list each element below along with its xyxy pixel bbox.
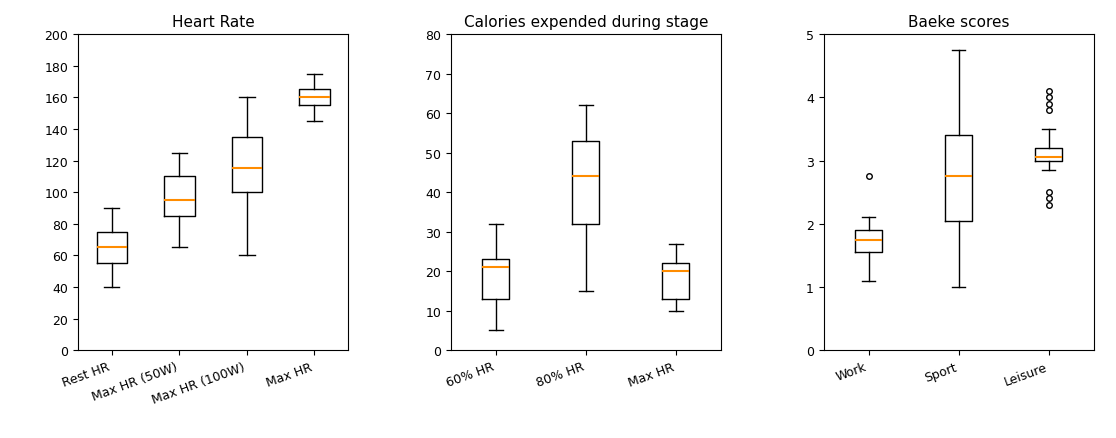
Title: Baeke scores: Baeke scores	[908, 15, 1009, 30]
Title: Calories expended during stage: Calories expended during stage	[463, 15, 709, 30]
Title: Heart Rate: Heart Rate	[172, 15, 254, 30]
